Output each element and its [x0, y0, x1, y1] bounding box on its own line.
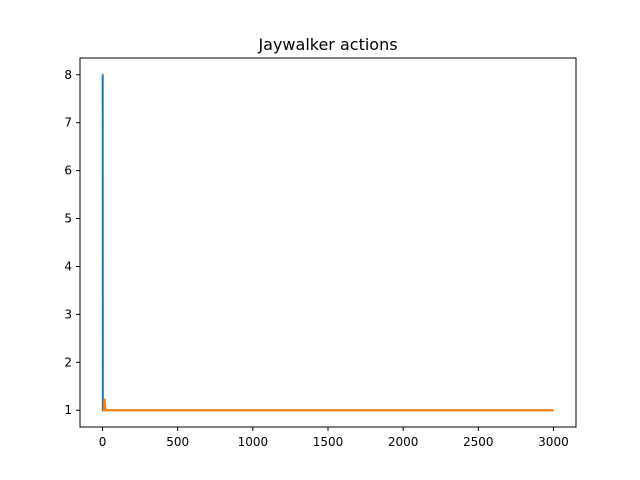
- chart-title: Jaywalker actions: [257, 35, 397, 54]
- x-axis-ticks: 0 500 1000 1500 2000 2500 3000: [99, 427, 569, 449]
- y-tick-label: 8: [64, 68, 72, 82]
- x-tick-label: 1500: [313, 435, 344, 449]
- x-tick-label: 2500: [463, 435, 494, 449]
- y-axis-ticks: 1 2 3 4 5 6 7 8: [64, 68, 80, 417]
- y-tick-label: 5: [64, 212, 72, 226]
- series-line-2: [102, 398, 554, 412]
- x-tick-label: 500: [166, 435, 189, 449]
- y-tick-label: 1: [64, 403, 72, 417]
- x-tick-label: 1000: [238, 435, 269, 449]
- x-tick-label: 0: [99, 435, 107, 449]
- plot-area-frame: [79, 57, 577, 428]
- x-tick-label: 2000: [388, 435, 419, 449]
- y-tick-label: 3: [64, 307, 72, 321]
- y-tick-label: 6: [64, 164, 72, 178]
- y-tick-label: 2: [64, 355, 72, 369]
- y-tick-label: 4: [64, 259, 72, 273]
- y-tick-label: 7: [64, 116, 72, 130]
- series-layer: [101, 73, 554, 412]
- x-tick-label: 3000: [538, 435, 569, 449]
